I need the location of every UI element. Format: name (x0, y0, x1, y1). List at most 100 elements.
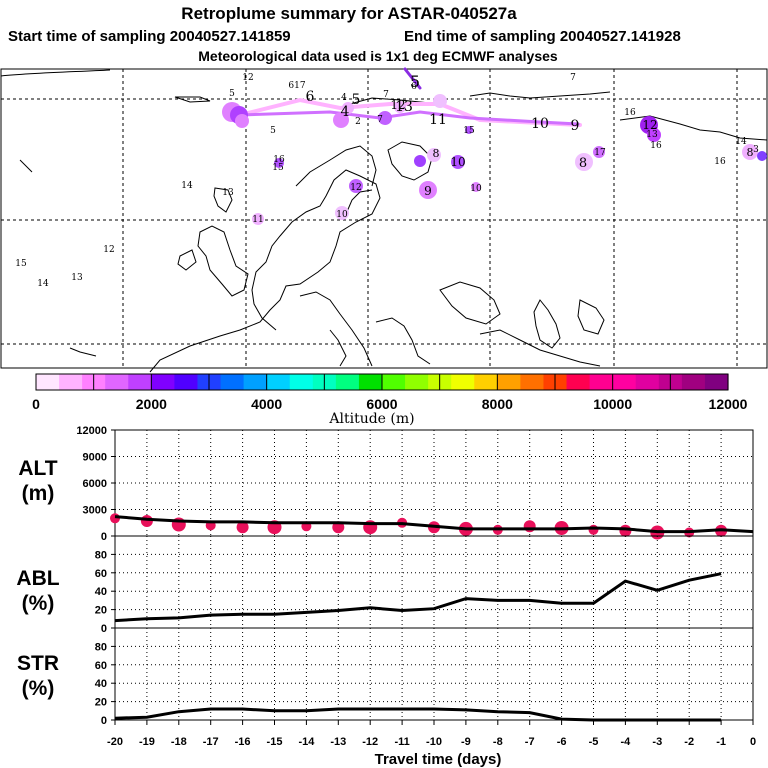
plume-marker (471, 182, 481, 192)
alt-ytick-label: 9000 (83, 452, 107, 464)
colorbar-cell (289, 374, 314, 390)
plume-day-label: 10 (531, 116, 549, 132)
plume-track-mid (238, 110, 580, 126)
plume-day-label: 9 (571, 118, 580, 134)
plume-day-label: 16 (624, 108, 636, 118)
abl-ytick-label: 40 (95, 586, 107, 598)
alt-grid (115, 429, 753, 536)
str-ytick-labels: 0 20 40 60 80 (95, 641, 115, 727)
start-time-label: Start time of sampling 20040527.141859 (8, 28, 291, 45)
alt-point (140, 515, 153, 527)
alt-panel: 0 3000 6000 9000 12000 ALT (m) (18, 425, 754, 543)
colorbar-tick-label: 8000 (482, 396, 513, 412)
abl-ytick-label: 60 (95, 568, 107, 580)
x-tick-label: -12 (362, 736, 378, 748)
plume-day-label: 14 (181, 181, 193, 191)
plume-tracks (238, 67, 582, 127)
alt-ytick-labels: 0 3000 6000 9000 12000 (76, 425, 115, 543)
plume-day-label: 7 (383, 90, 389, 100)
plume-day-label: 15 (15, 259, 27, 269)
colorbar-tick-labels: 0 2000 4000 6000 8000 10000 12000 (32, 396, 748, 412)
plume-marker (274, 158, 284, 168)
plume-day-label: 10 (336, 210, 348, 220)
colorbar-cell (704, 374, 729, 390)
plume-day-label: 11 (252, 215, 263, 225)
plume-day-label: 9 (424, 184, 432, 198)
x-tick-label: -14 (298, 736, 315, 748)
x-axis-label: Travel time (days) (375, 751, 502, 768)
colorbar-cell (128, 374, 152, 390)
str-grid (115, 628, 753, 720)
alt-point (523, 520, 536, 533)
str-line (114, 707, 722, 722)
colorbar-cell (474, 374, 498, 390)
colorbar-tick-label: 12000 (709, 396, 748, 412)
abl-panel-unit: (%) (22, 592, 55, 615)
plume-marker (235, 114, 249, 128)
plume-day-label: 12 (350, 183, 361, 193)
colorbar-cell (151, 374, 175, 390)
str-panel-unit: (%) (22, 677, 55, 700)
colorbar-cell (566, 374, 591, 390)
plume-marker (349, 179, 363, 193)
x-tick-label: -1 (716, 736, 726, 748)
x-tick-label: -17 (203, 736, 219, 748)
plume-marker (394, 101, 406, 113)
colorbar-cell (220, 374, 245, 390)
plume-day-label: 13 (71, 273, 83, 283)
alt-point (588, 524, 599, 535)
str-ytick-label: 40 (95, 678, 107, 690)
alt-ytick-label: 3000 (83, 505, 107, 517)
x-tick-label: -20 (107, 736, 123, 748)
plume-day-label: 16 (273, 155, 285, 165)
x-tick-label: -16 (235, 736, 251, 748)
str-panel-frame (114, 627, 754, 721)
colorbar-cells (36, 374, 729, 390)
plume-day-label: 13 (222, 188, 234, 198)
alt-point (236, 521, 249, 534)
x-tick-label: 0 (750, 736, 756, 748)
plume-day-label: 3 (753, 145, 759, 155)
colorbar-cell (358, 374, 383, 390)
colorbar-label: Altitude (m) (328, 411, 414, 427)
plume-day-label: 10 (470, 184, 482, 194)
plume-day-label: 6 (411, 82, 417, 92)
plume-day-label: 14 (735, 137, 747, 147)
plume-day-label: 12 (390, 98, 405, 112)
x-tick-label: -7 (525, 736, 535, 748)
abl-panel: 0 20 40 60 80 ABL (%) (16, 535, 754, 635)
x-tick-label: -4 (621, 736, 632, 748)
plume-marker (335, 206, 349, 220)
plume-day-label: 12 (242, 73, 253, 83)
plume-day-label: 8 (433, 147, 440, 160)
plume-day-label: 13 (395, 99, 413, 115)
alt-mean-line (114, 515, 754, 534)
abl-ytick-label: 20 (95, 605, 107, 617)
plume-day-label: 8 (747, 146, 754, 159)
plume-track-upper (403, 67, 422, 90)
map-coastlines (0, 69, 768, 373)
colorbar-tick-label: 2000 (136, 396, 167, 412)
plume-marker (757, 151, 767, 161)
alt-panel-unit: (m) (22, 482, 55, 505)
x-tick-label: -13 (330, 736, 346, 748)
plume-day-label: 11 (429, 112, 447, 128)
plume-day-label: 16 (714, 157, 726, 167)
x-tick-label: -2 (684, 736, 694, 748)
plume-marker (451, 155, 465, 169)
plume-day-label: 5 (229, 89, 235, 99)
str-ytick-label: 20 (95, 697, 107, 709)
colorbar-frame (35, 373, 729, 391)
str-ytick-label: 60 (95, 660, 107, 672)
plume-marker (427, 148, 441, 162)
plume-day-label: 17 (594, 148, 606, 158)
colorbar-tick-label: 0 (32, 396, 40, 412)
plume-marker (342, 102, 354, 114)
plume-marker (742, 144, 758, 160)
str-ytick-label: 0 (101, 715, 107, 727)
end-time-label: End time of sampling 20040527.141928 (404, 28, 681, 45)
colorbar-cell (266, 374, 291, 390)
x-tick-label: -8 (493, 736, 503, 748)
colorbar-cell (174, 374, 199, 390)
